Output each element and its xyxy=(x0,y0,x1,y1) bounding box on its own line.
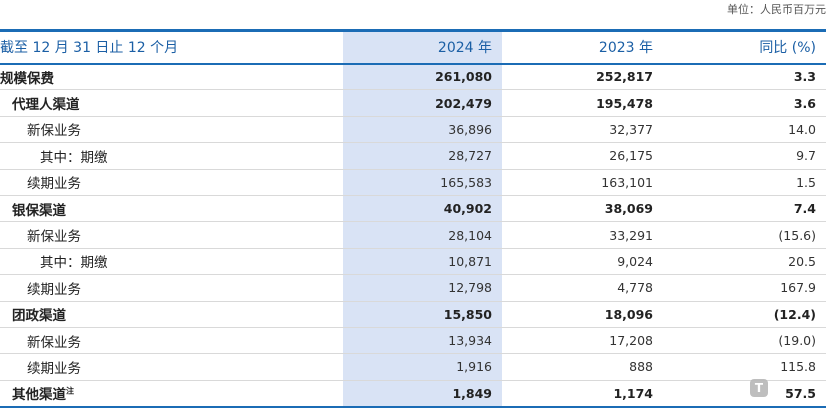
value-2024: 40,902 xyxy=(343,195,502,223)
value-2023: 18,096 xyxy=(502,301,663,328)
row-label: 规模保费 xyxy=(0,63,343,91)
value-2023: 4,778 xyxy=(502,274,663,302)
table-row: 新保业务 13,934 17,208 (19.0) xyxy=(0,327,826,355)
value-yoy: 7.4 xyxy=(663,195,826,223)
row-label-text: 其他渠道 xyxy=(12,387,66,404)
row-label: 代理人渠道 xyxy=(0,89,343,117)
value-yoy: 9.7 xyxy=(663,142,826,170)
value-yoy: 3.6 xyxy=(663,89,826,117)
value-yoy: 3.3 xyxy=(663,63,826,91)
value-2024: 1,916 xyxy=(343,353,502,381)
header-2024: 2024 年 xyxy=(343,29,502,65)
row-label: 续期业务 xyxy=(0,169,343,196)
value-yoy: 115.8 xyxy=(663,353,826,381)
table-row: 其中：期缴 10,871 9,024 20.5 xyxy=(0,248,826,276)
value-2024: 10,871 xyxy=(343,248,502,276)
row-label: 团政渠道 xyxy=(0,301,343,328)
row-label: 新保业务 xyxy=(0,116,343,144)
value-yoy: 14.0 xyxy=(663,116,826,144)
value-2023: 252,817 xyxy=(502,63,663,91)
table-header-row: 截至 12 月 31 日止 12 个月 2024 年 2023 年 同比 (%) xyxy=(0,29,826,65)
value-2024: 12,798 xyxy=(343,274,502,302)
row-label: 新保业务 xyxy=(0,221,343,249)
row-label: 其中：期缴 xyxy=(0,142,343,170)
premium-table: 截至 12 月 31 日止 12 个月 2024 年 2023 年 同比 (%)… xyxy=(0,29,826,408)
value-2023: 38,069 xyxy=(502,195,663,223)
value-2023: 163,101 xyxy=(502,169,663,196)
table-row: 其中：期缴 28,727 26,175 9.7 xyxy=(0,142,826,170)
value-yoy: 57.5 xyxy=(663,380,826,408)
header-2023: 2023 年 xyxy=(502,29,663,65)
table-row: 新保业务 36,896 32,377 14.0 xyxy=(0,116,826,144)
table-row: 规模保费 261,080 252,817 3.3 xyxy=(0,63,826,91)
row-label: 续期业务 xyxy=(0,274,343,302)
value-2023: 888 xyxy=(502,353,663,381)
value-2024: 1,849 xyxy=(343,380,502,408)
header-yoy: 同比 (%) xyxy=(663,29,826,65)
value-2023: 195,478 xyxy=(502,89,663,117)
value-2024: 36,896 xyxy=(343,116,502,144)
value-2024: 28,727 xyxy=(343,142,502,170)
value-2024: 15,850 xyxy=(343,301,502,328)
value-yoy: 1.5 xyxy=(663,169,826,196)
watermark-logo-icon: T xyxy=(750,379,768,397)
table-row: 新保业务 28,104 33,291 (15.6) xyxy=(0,221,826,249)
value-2023: 9,024 xyxy=(502,248,663,276)
table-row: 续期业务 12,798 4,778 167.9 xyxy=(0,274,826,302)
header-period-label: 截至 12 月 31 日止 12 个月 xyxy=(0,29,343,65)
value-yoy: 20.5 xyxy=(663,248,826,276)
footnote-marker: 注 xyxy=(66,386,74,396)
table-row: 团政渠道 15,850 18,096 (12.4) xyxy=(0,301,826,328)
unit-note: 单位：人民币百万元 xyxy=(727,3,826,16)
value-2023: 32,377 xyxy=(502,116,663,144)
value-yoy: 167.9 xyxy=(663,274,826,302)
row-label: 其中：期缴 xyxy=(0,248,343,276)
value-2023: 33,291 xyxy=(502,221,663,249)
value-2024: 202,479 xyxy=(343,89,502,117)
table-row: 其他渠道注 1,849 1,174 57.5 xyxy=(0,380,826,408)
value-2024: 261,080 xyxy=(343,63,502,91)
row-label: 其他渠道注 xyxy=(0,380,343,408)
table-row: 代理人渠道 202,479 195,478 3.6 xyxy=(0,89,826,117)
value-2024: 13,934 xyxy=(343,327,502,355)
table-row: 续期业务 1,916 888 115.8 xyxy=(0,353,826,381)
value-yoy: (12.4) xyxy=(663,301,826,328)
row-label: 新保业务 xyxy=(0,327,343,355)
value-2023: 1,174 xyxy=(502,380,663,408)
table-row: 银保渠道 40,902 38,069 7.4 xyxy=(0,195,826,223)
row-label: 银保渠道 xyxy=(0,195,343,223)
value-yoy: (15.6) xyxy=(663,221,826,249)
value-yoy: (19.0) xyxy=(663,327,826,355)
value-2023: 17,208 xyxy=(502,327,663,355)
value-2024: 165,583 xyxy=(343,169,502,196)
table-row: 续期业务 165,583 163,101 1.5 xyxy=(0,169,826,196)
value-2023: 26,175 xyxy=(502,142,663,170)
row-label: 续期业务 xyxy=(0,353,343,381)
value-2024: 28,104 xyxy=(343,221,502,249)
